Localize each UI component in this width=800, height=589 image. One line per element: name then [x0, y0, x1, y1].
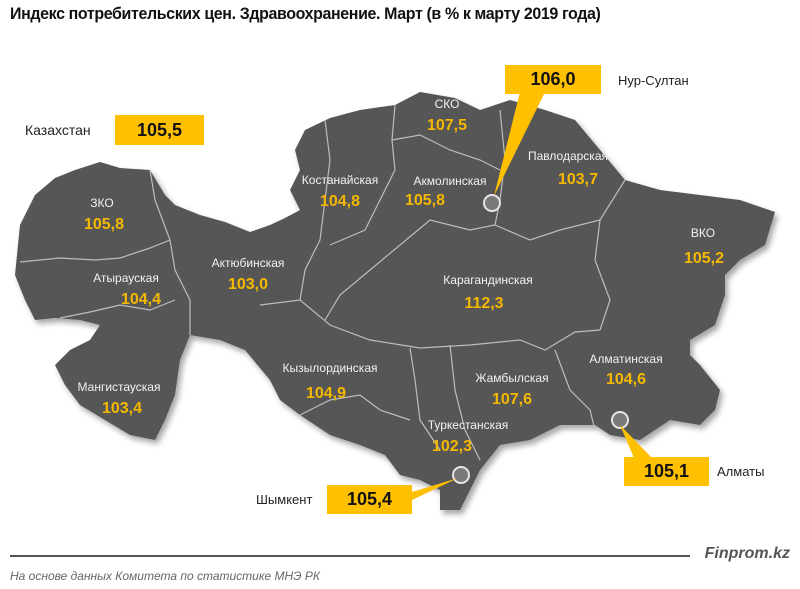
region-label-mangistau: Мангистауская	[77, 380, 161, 394]
national-value-box: 105,5	[115, 115, 204, 145]
region-label-atyrau: Атырауская	[93, 271, 159, 285]
region-label-aktobe: Актюбинская	[211, 256, 285, 270]
region-value-karaganda: 112,3	[464, 295, 504, 312]
region-value-sko: 107,5	[426, 117, 468, 134]
footer-divider	[10, 555, 690, 557]
city-value-box-shymkent: 105,4	[327, 485, 412, 514]
region-value-atyrau: 104,4	[120, 291, 162, 308]
region-label-vko: ВКО	[690, 226, 716, 240]
region-value-zko: 105,8	[83, 216, 125, 233]
region-value-pavlodar: 103,7	[557, 171, 599, 188]
region-label-zko: ЗКО	[90, 196, 114, 210]
region-label-akmola: Акмолинская	[413, 174, 487, 188]
region-label-kyzylorda: Кызылординская	[282, 361, 378, 375]
source-note: На основе данных Комитета по статистике …	[10, 569, 320, 583]
region-value-akmola: 105,8	[404, 192, 446, 209]
brand-logo: Finprom.kz	[704, 545, 790, 562]
region-value-kostanay: 104,8	[319, 193, 361, 210]
region-label-zhambyl: Жамбылская	[475, 371, 549, 385]
region-value-aktobe: 103,0	[227, 276, 269, 293]
region-label-turkestan: Туркестанская	[427, 418, 509, 432]
national-label: Казахстан	[25, 122, 91, 138]
region-label-almaty-region: Алматинская	[589, 352, 663, 366]
region-value-kyzylorda: 104,9	[305, 385, 347, 402]
region-label-kostanay: Костанайская	[301, 173, 379, 187]
region-value-turkestan: 102,3	[431, 438, 473, 455]
region-value-mangistau: 103,4	[101, 400, 143, 417]
city-label-almaty: Алматы	[717, 464, 765, 479]
city-label-nur-sultan: Нур-Султан	[618, 73, 689, 88]
city-markers	[452, 194, 629, 484]
region-label-sko: СКО	[434, 97, 460, 111]
region-value-zhambyl: 107,6	[491, 391, 533, 408]
region-value-vko: 105,2	[683, 250, 725, 267]
city-value-box-nur-sultan: 106,0	[505, 65, 601, 94]
page-title: Индекс потребительских цен. Здравоохране…	[10, 4, 601, 23]
region-label-pavlodar: Павлодарская	[528, 149, 608, 163]
city-value-box-almaty: 105,1	[624, 457, 709, 486]
region-label-karaganda: Карагандинская	[443, 273, 533, 287]
region-value-almaty-region: 104,6	[605, 371, 647, 388]
city-label-shymkent: Шымкент	[256, 492, 313, 507]
